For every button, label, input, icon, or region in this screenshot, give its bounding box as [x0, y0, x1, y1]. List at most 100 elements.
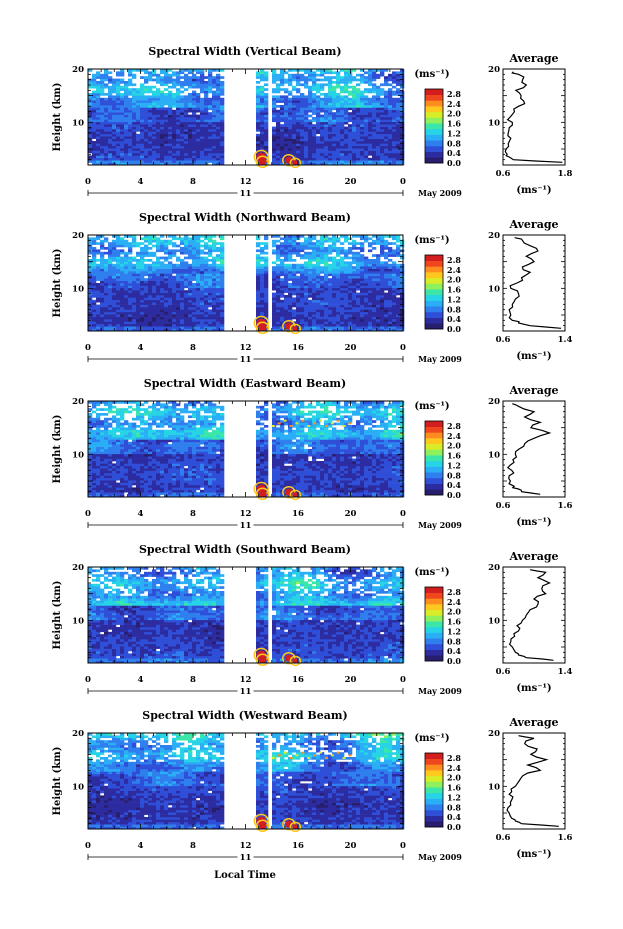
colorbar-tick-label: 1.2: [447, 294, 461, 304]
bottom-xlabel: Local Time: [214, 870, 276, 881]
colorbar-unit: (ms⁻¹): [414, 401, 449, 412]
panel-5: Spectral Width (Westward Beam)2010Height…: [52, 709, 572, 863]
colorbar-tick-label: 1.6: [447, 783, 461, 793]
colorbar-tick-label: 0.0: [447, 822, 461, 832]
average-title: Average: [508, 218, 558, 231]
y-tick-label: 10: [72, 118, 84, 128]
x-tick-label: 16: [292, 675, 304, 685]
x-tick-label: 8: [190, 509, 196, 519]
average-frame: [502, 566, 566, 664]
x-tick-label: 0: [85, 177, 91, 187]
average-x-tick: 1.4: [558, 335, 573, 345]
average-x-tick: 0.6: [496, 169, 511, 179]
average-panel: Average 20 10 0.6 1.8 (ms⁻¹): [488, 52, 572, 196]
x-axis: 0 4 8 12 16 20 0: [85, 69, 406, 187]
colorbar-unit: (ms⁻¹): [414, 235, 449, 246]
average-x-tick: 1.8: [558, 169, 573, 179]
colorbar-tick-label: 0.4: [447, 314, 461, 324]
colorbar: (ms⁻¹) 2.82.42.01.61.20.80.40.0: [414, 69, 461, 168]
date-label: May 2009: [418, 852, 462, 862]
date-label: May 2009: [418, 354, 462, 364]
average-x-tick: 1.6: [558, 501, 573, 511]
x-tick-label: 8: [190, 177, 196, 187]
y-tick-label: 10: [72, 782, 84, 792]
x-tick-label: 20: [345, 509, 357, 519]
average-y-tick: 20: [488, 563, 500, 573]
colorbar-tick-label: 1.2: [447, 626, 461, 636]
colorbar-tick-label: 1.6: [447, 285, 461, 295]
x-tick-label: 0: [85, 509, 91, 519]
x-axis: 0 4 8 12 16 20 0: [85, 733, 406, 851]
average-frame: [502, 68, 566, 166]
hot-patches: [253, 647, 302, 667]
average-y-tick: 10: [488, 284, 500, 294]
x-tick-label: 4: [138, 343, 144, 353]
x-tick-label: 0: [400, 841, 406, 851]
average-profile-line: [506, 403, 552, 495]
colorbar-tick-label: 0.8: [447, 470, 461, 480]
colorbar-tick-label: 0.4: [447, 646, 461, 656]
date-line: 11 May 2009: [87, 852, 462, 863]
y-tick-label: 10: [72, 450, 84, 460]
colorbar-tick-label: 2.4: [447, 265, 461, 275]
y-axis-label: Height (km): [52, 581, 63, 650]
average-x-tick: 0.6: [496, 501, 511, 511]
average-frame: [502, 234, 566, 332]
x-tick-label: 4: [138, 675, 144, 685]
heatmap: [88, 733, 405, 830]
panel-2: Spectral Width (Northward Beam)2010Heigh…: [52, 211, 572, 365]
average-panel: Average 20 10 0.6 1.4 (ms⁻¹): [488, 218, 572, 362]
panel-1: Spectral Width (Vertical Beam)2010Height…: [52, 45, 572, 199]
x-axis: 0 4 8 12 16 20 0: [85, 235, 406, 353]
date-label: May 2009: [418, 686, 462, 696]
date-label: May 2009: [418, 520, 462, 530]
colorbar-tick-label: 2.8: [447, 255, 461, 265]
y-axis-label: Height (km): [52, 249, 63, 318]
y-tick-label: 20: [72, 563, 84, 573]
colorbar-tick-label: 0.4: [447, 812, 461, 822]
colorbar-tick-label: 0.8: [447, 802, 461, 812]
heatmap: [88, 69, 405, 166]
colorbar-tick-label: 2.8: [447, 587, 461, 597]
colorbar-tick-label: 2.0: [447, 773, 461, 783]
colorbar-tick-label: 1.2: [447, 128, 461, 138]
panel-3: Spectral Width (Eastward Beam)2010Height…: [52, 377, 572, 531]
colorbar-tick-label: 2.0: [447, 441, 461, 451]
average-panel: Average 20 10 0.6 1.6 (ms⁻¹): [488, 716, 572, 860]
colorbar-tick-label: 2.4: [447, 597, 461, 607]
colorbar-tick-label: 0.8: [447, 304, 461, 314]
average-x-tick: 1.6: [558, 833, 573, 843]
colorbar-tick-label: 0.8: [447, 138, 461, 148]
colorbar-tick-label: 2.0: [447, 109, 461, 119]
y-tick-label: 10: [72, 616, 84, 626]
y-tick-label: 20: [72, 397, 84, 407]
x-tick-label: 4: [138, 841, 144, 851]
average-xlabel: (ms⁻¹): [516, 185, 551, 196]
average-xlabel: (ms⁻¹): [516, 517, 551, 528]
average-profile-line: [508, 569, 554, 661]
x-tick-label: 8: [190, 841, 196, 851]
colorbar-tick-label: 0.0: [447, 324, 461, 334]
panel-title: Spectral Width (Vertical Beam): [148, 45, 341, 58]
y-tick-label: 20: [72, 65, 84, 75]
average-panel: Average 20 10 0.6 1.4 (ms⁻¹): [488, 550, 572, 694]
average-y-tick: 20: [488, 231, 500, 241]
average-y-tick: 20: [488, 397, 500, 407]
average-profile-line: [504, 71, 563, 163]
heatmap: [88, 567, 405, 664]
heatmap: [88, 401, 405, 498]
colorbar-unit: (ms⁻¹): [414, 567, 449, 578]
colorbar-tick-label: 2.4: [447, 431, 461, 441]
panel-title: Spectral Width (Southward Beam): [139, 543, 351, 556]
colorbar-tick-label: 0.4: [447, 148, 461, 158]
average-y-tick: 10: [488, 118, 500, 128]
colorbar-tick-label: 2.4: [447, 763, 461, 773]
average-y-tick: 10: [488, 782, 500, 792]
average-profile-line: [506, 735, 559, 827]
date-line: 11 May 2009: [87, 520, 462, 531]
